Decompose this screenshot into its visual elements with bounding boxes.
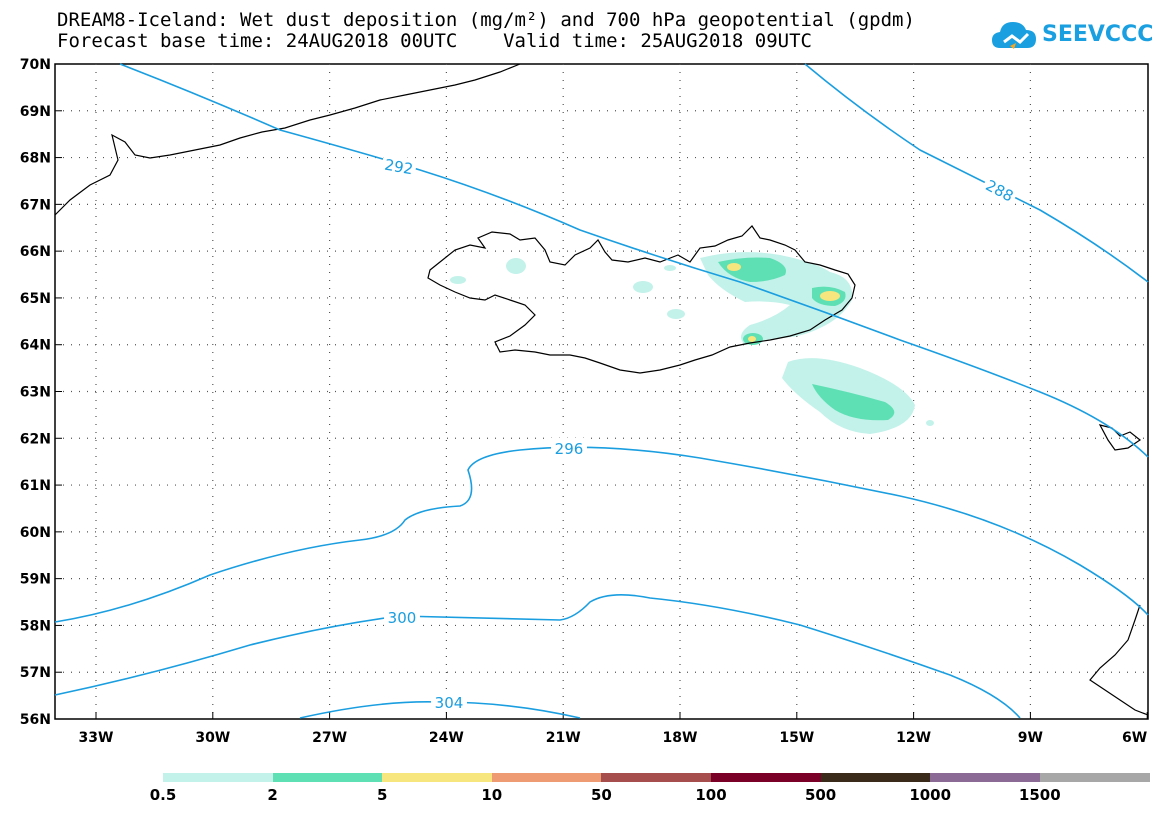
dust-area-0.5 bbox=[633, 281, 653, 293]
legend-swatch bbox=[930, 773, 1041, 782]
map-subtitle: Forecast base time: 24AUG2018 00UTC Vali… bbox=[57, 30, 812, 52]
lat-label: 62N bbox=[20, 431, 51, 447]
contour-label-304: 304 bbox=[435, 694, 464, 712]
legend-swatch bbox=[272, 773, 383, 782]
dust-area-0.5 bbox=[667, 309, 685, 319]
lon-label: 24W bbox=[429, 730, 464, 746]
legend-label: 5 bbox=[376, 786, 388, 804]
cloud-icon bbox=[992, 22, 1036, 49]
map-title: DREAM8-Iceland: Wet dust deposition (mg/… bbox=[57, 9, 915, 31]
dust-area-0.5 bbox=[506, 258, 526, 274]
lat-label: 56N bbox=[20, 712, 51, 728]
contour-296 bbox=[54, 446, 1149, 623]
legend-swatch bbox=[491, 773, 602, 782]
iceland-coast bbox=[427, 225, 856, 374]
lat-label: 58N bbox=[20, 618, 51, 634]
dust-area-5 bbox=[820, 291, 840, 301]
contour-300 bbox=[54, 594, 1021, 719]
lon-label: 18W bbox=[663, 730, 698, 746]
legend-swatch bbox=[601, 773, 712, 782]
lat-label: 65N bbox=[20, 291, 51, 307]
geopotential-contours bbox=[54, 63, 1149, 719]
dust-deposition-shading bbox=[450, 252, 934, 434]
lat-label: 63N bbox=[20, 385, 51, 401]
lon-label: 33W bbox=[79, 730, 114, 746]
contour-label-292: 292 bbox=[383, 156, 414, 179]
contour-labels: 288 292 296 300 304 bbox=[380, 153, 1020, 712]
lat-label: 69N bbox=[20, 104, 51, 120]
legend-label: 2 bbox=[267, 786, 278, 804]
lon-label: 27W bbox=[312, 730, 347, 746]
lat-label: 66N bbox=[20, 244, 51, 260]
lat-label: 60N bbox=[20, 525, 51, 541]
legend-label: 1500 bbox=[1018, 786, 1061, 804]
greenland-coast bbox=[54, 63, 521, 216]
dust-area-0.5 bbox=[664, 265, 676, 271]
lon-label: 12W bbox=[896, 730, 931, 746]
dust-area-5 bbox=[748, 336, 756, 342]
legend-swatch bbox=[382, 773, 493, 782]
contour-label-300: 300 bbox=[388, 609, 417, 627]
dust-area-0.5 bbox=[450, 276, 466, 284]
lon-label: 9W bbox=[1018, 730, 1043, 746]
lon-label: 30W bbox=[195, 730, 230, 746]
lat-label: 61N bbox=[20, 478, 51, 494]
lat-label: 57N bbox=[20, 665, 51, 681]
axis-ticks bbox=[55, 63, 1148, 720]
lon-label: 6W bbox=[1122, 730, 1147, 746]
legend-label: 0.5 bbox=[149, 786, 177, 804]
dust-area-5 bbox=[727, 263, 741, 271]
legend-swatch bbox=[820, 773, 931, 782]
lat-label: 68N bbox=[20, 151, 51, 167]
lat-label: 59N bbox=[20, 572, 51, 588]
lat-label: 64N bbox=[20, 338, 51, 354]
dust-area-2 bbox=[812, 384, 895, 421]
contour-292 bbox=[119, 63, 1149, 458]
contour-288 bbox=[804, 63, 1149, 283]
legend-swatch bbox=[1039, 773, 1150, 782]
legend-swatch bbox=[711, 773, 822, 782]
map-frame bbox=[54, 63, 1149, 720]
longitude-labels: 33W 30W 27W 24W 21W 18W 15W 12W 9W 6W bbox=[79, 730, 1148, 746]
legend-swatch bbox=[163, 773, 274, 782]
lon-label: 15W bbox=[779, 730, 814, 746]
lat-label: 67N bbox=[20, 197, 51, 213]
dust-area-0.5 bbox=[926, 420, 934, 426]
lat-label: 70N bbox=[20, 57, 51, 73]
lon-label: 21W bbox=[546, 730, 581, 746]
seevccc-logo: SEEVCCC bbox=[990, 16, 1160, 60]
legend-label: 10 bbox=[481, 786, 503, 804]
latitude-labels: 70N 69N 68N 67N 66N 65N 64N 63N 62N 61N 60N 59N 58N 5… bbox=[20, 57, 51, 728]
scotland-coast bbox=[1089, 604, 1149, 716]
legend-label: 50 bbox=[590, 786, 612, 804]
legend-label: 1000 bbox=[909, 786, 952, 804]
logo-text: SEEVCCC bbox=[1042, 22, 1154, 47]
legend-label: 100 bbox=[695, 786, 727, 804]
legend-label: 500 bbox=[804, 786, 837, 804]
contour-label-296: 296 bbox=[555, 440, 584, 458]
